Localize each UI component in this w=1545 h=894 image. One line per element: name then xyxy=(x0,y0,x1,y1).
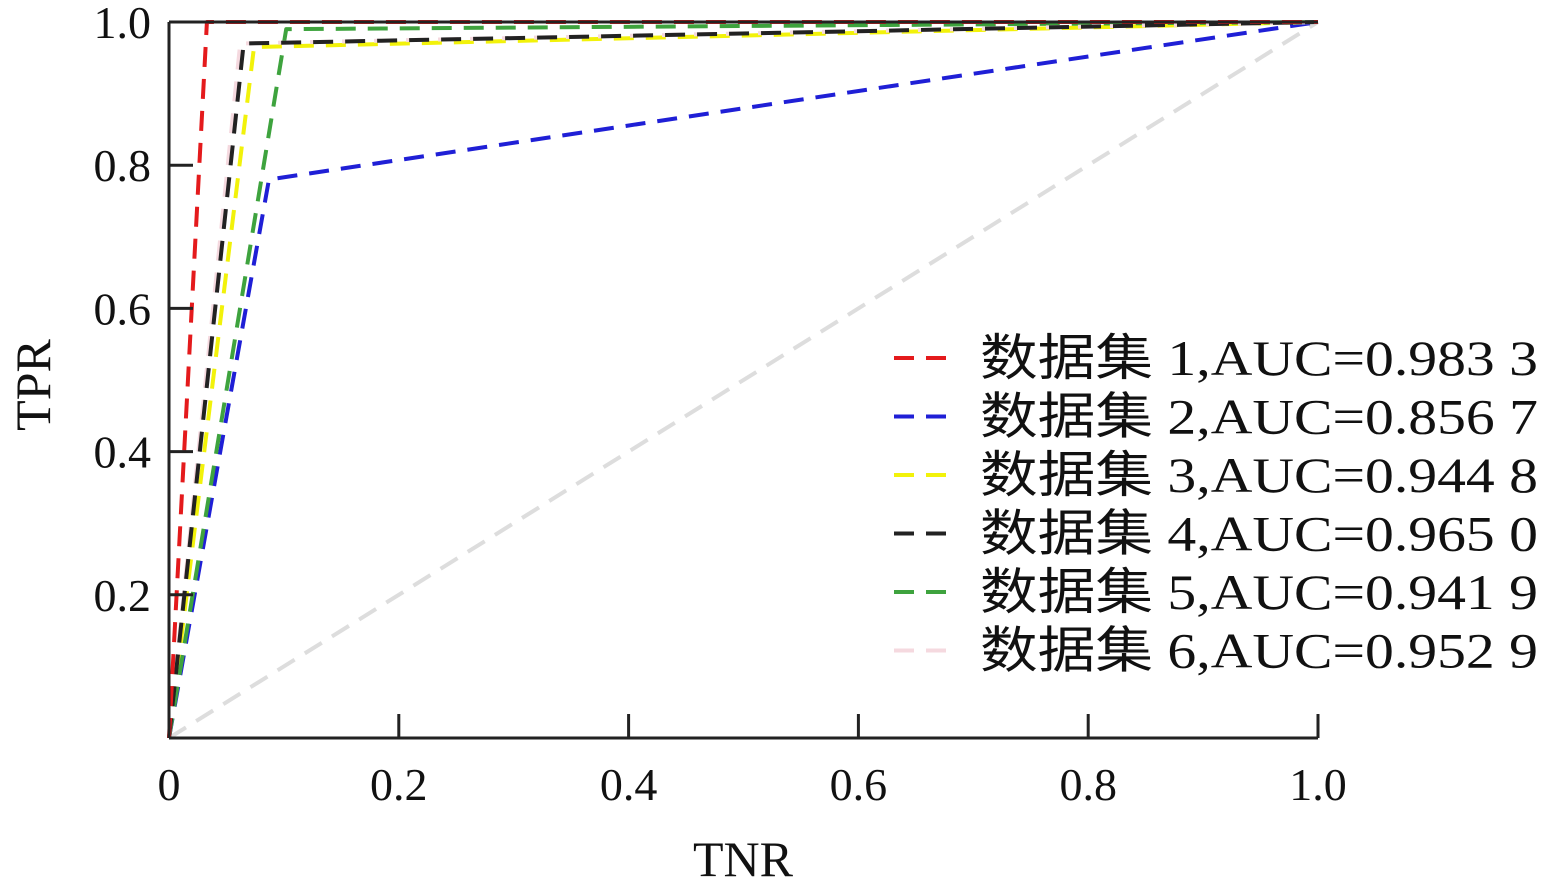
series-line-5 xyxy=(167,20,1319,739)
series-line-3 xyxy=(167,20,1319,739)
y-tick-label: 1.0 xyxy=(94,0,152,48)
axes xyxy=(167,20,1318,740)
y-tick-label: 0.2 xyxy=(94,570,152,621)
x-tick-label: 0.4 xyxy=(600,759,658,810)
x-tick-label: 0 xyxy=(158,759,181,810)
x-tick-label: 0.6 xyxy=(830,759,888,810)
x-tick-label: 0.2 xyxy=(370,759,428,810)
legend-label-6: 数据集 6,AUC=0.952 9 xyxy=(980,623,1538,679)
legend-label-1: 数据集 1,AUC=0.983 3 xyxy=(980,330,1538,386)
y-axis-title: TPR xyxy=(5,339,61,431)
x-axis-title: TNR xyxy=(693,831,794,887)
y-tick-label: 0.8 xyxy=(94,140,152,191)
x-tick-label: 1.0 xyxy=(1289,759,1347,810)
ticks: 0 0.2 0.4 0.6 0.8 1.0 0.2 0.4 0.6 0.8 1.0 xyxy=(94,0,1347,810)
x-tick-label: 0.8 xyxy=(1059,759,1117,810)
y-tick-label: 0.6 xyxy=(94,283,152,334)
legend-label-5: 数据集 5,AUC=0.941 9 xyxy=(980,564,1538,620)
legend-label-2: 数据集 2,AUC=0.856 7 xyxy=(980,389,1538,445)
y-tick-label: 0.4 xyxy=(94,427,152,478)
legend-label-4: 数据集 4,AUC=0.965 0 xyxy=(980,506,1538,562)
reference-diagonal-line xyxy=(167,20,1320,740)
series-line-4 xyxy=(167,20,1319,739)
legend-label-3: 数据集 3,AUC=0.944 8 xyxy=(980,447,1538,503)
